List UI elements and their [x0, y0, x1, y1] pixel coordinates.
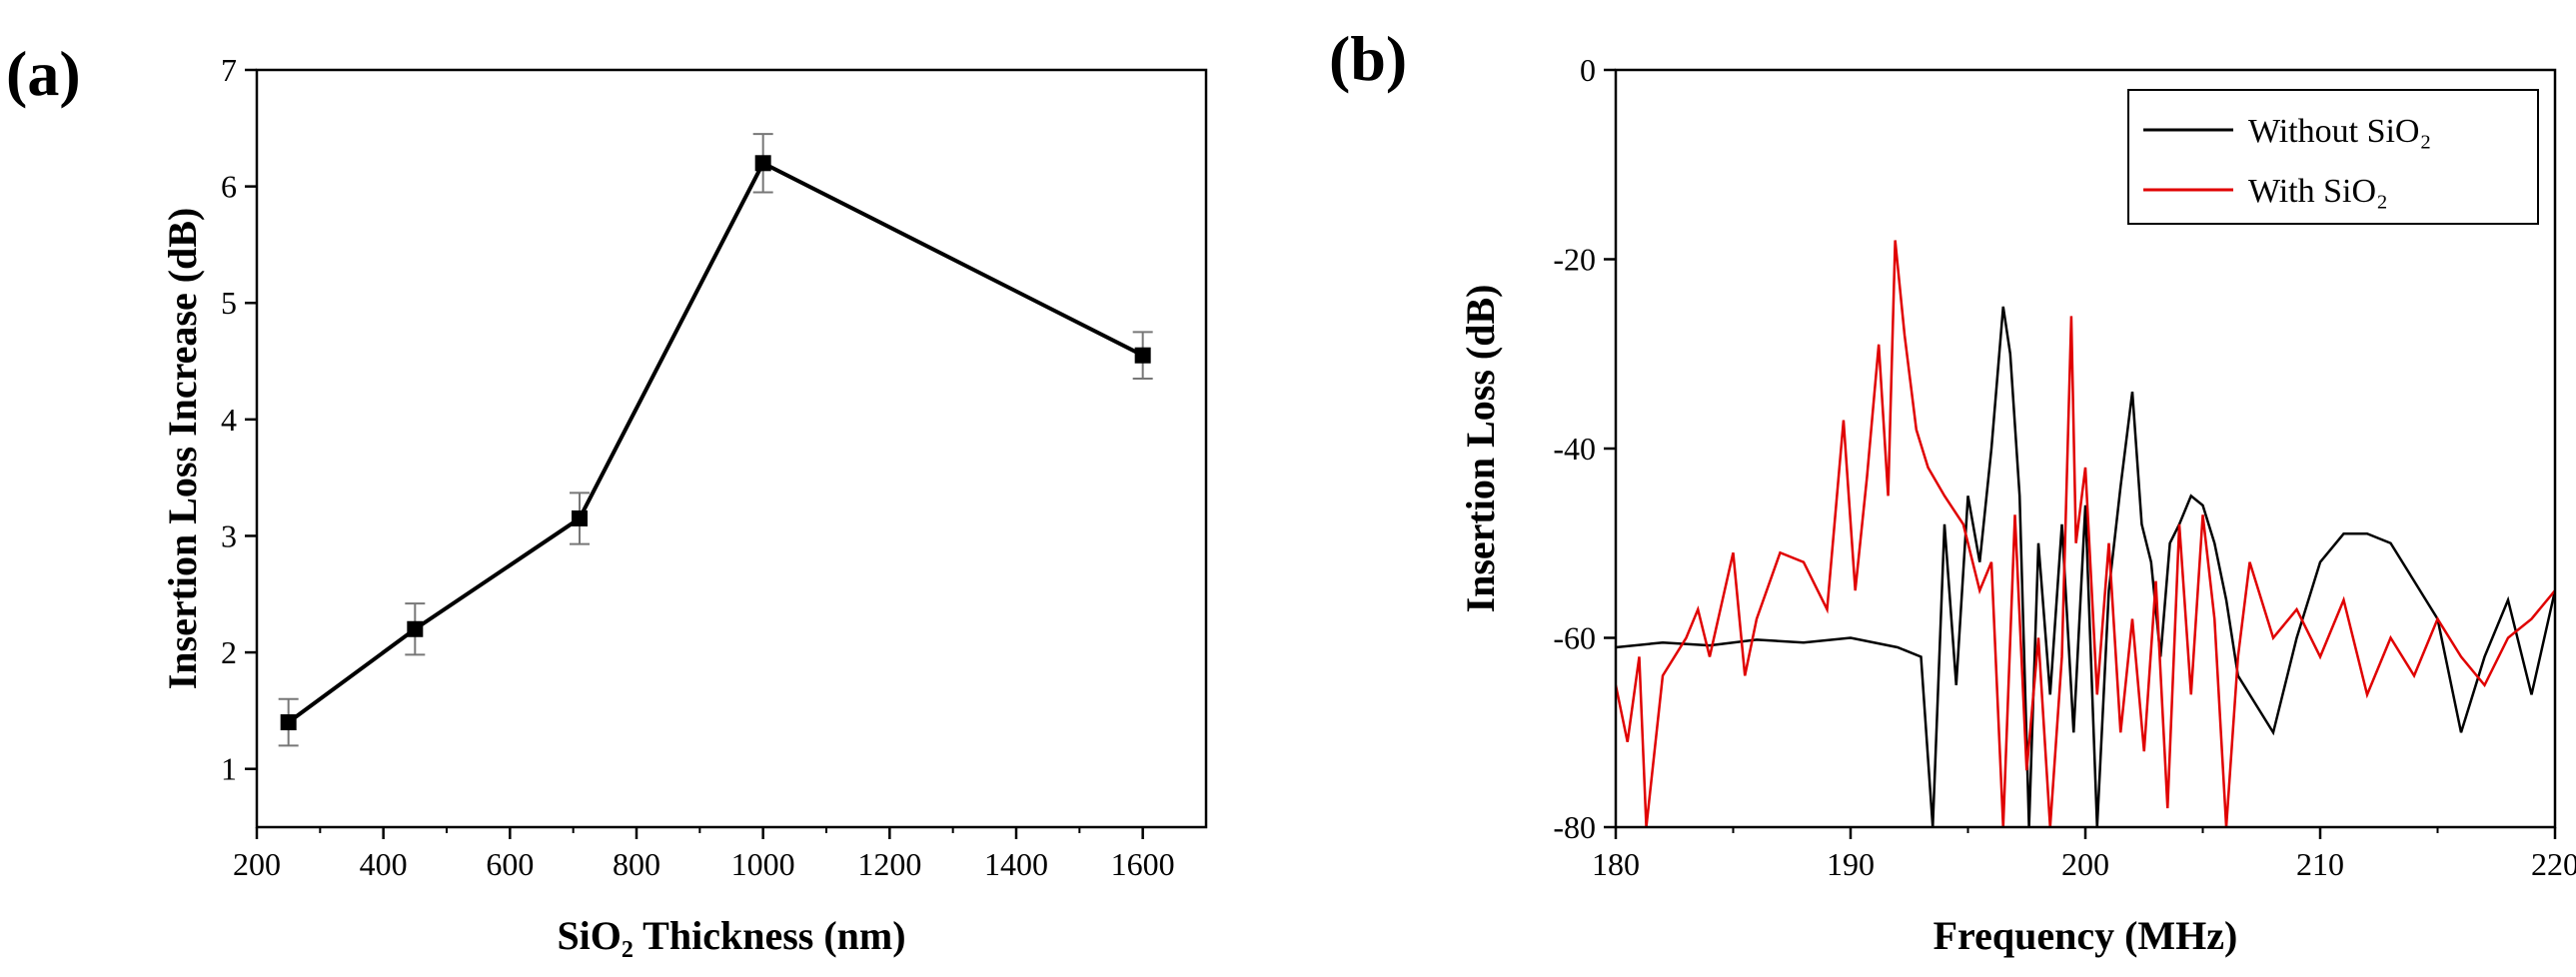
- chart-a-x-tick-label: 1600: [1111, 846, 1175, 882]
- chart-a-y-tick-label: 1: [221, 751, 237, 787]
- chart-b-legend: Without SiO₂ With SiO₂: [2127, 89, 2539, 225]
- chart-a-y-tick-label: 2: [221, 634, 237, 670]
- panel-a-label: (a): [6, 38, 81, 109]
- chart-a-y-tick-label: 5: [221, 285, 237, 321]
- chart-a-x-tick-label: 800: [613, 846, 660, 882]
- chart-b-x-tick-label: 210: [2296, 846, 2344, 882]
- panel-b-label: (b): [1329, 23, 1407, 94]
- chart-b-x-tick-label: 190: [1827, 846, 1875, 882]
- chart-a-markers: [280, 155, 1151, 731]
- chart-a-error-bars: [278, 133, 1153, 747]
- chart-a: 1 2 3 4 5 6 7 200 400 600 800 1000 1200 1400 1600 SiO…: [160, 52, 1208, 958]
- legend-label-with-sio2: With SiO₂: [2248, 173, 2388, 210]
- chart-a-y-ticks: 1 2 3 4 5 6 7: [221, 52, 257, 787]
- chart-b-x-ticks: 180 190 200 210 220: [1592, 827, 2576, 882]
- chart-a-y-tick-label: 4: [221, 402, 237, 438]
- chart-a-data-point: [572, 509, 588, 526]
- chart-b-series-without-sio2: [1616, 306, 2555, 827]
- chart-b-y-ticks: -80 -60 -40 -20 0: [1553, 52, 1616, 845]
- chart-a-x-axis-label: SiO₂ Thickness (nm): [557, 913, 905, 958]
- chart-a-y-tick-label: 6: [221, 169, 237, 205]
- chart-a-plot-frame: [255, 68, 1208, 829]
- chart-a-data-point: [754, 155, 771, 172]
- chart-b: -80 -60 -40 -20 0 180 190 200 210 220 Frequency …: [1458, 52, 2576, 958]
- chart-b-y-tick-label: -80: [1553, 809, 1596, 845]
- legend-label-without-sio2: Without SiO₂: [2248, 113, 2431, 150]
- chart-b-y-tick-label: -60: [1553, 620, 1596, 656]
- chart-a-x-tick-label: 200: [233, 846, 281, 882]
- chart-a-data-point: [1134, 347, 1151, 364]
- chart-b-y-tick-label: -20: [1553, 242, 1596, 278]
- chart-b-y-axis-label: Insertion Loss (dB): [1458, 285, 1503, 613]
- chart-a-x-tick-label: 600: [486, 846, 534, 882]
- chart-b-x-tick-label: 180: [1592, 846, 1640, 882]
- chart-b-series-with-sio2: [1616, 240, 2555, 827]
- chart-a-y-tick-label: 7: [221, 52, 237, 88]
- chart-a-data-point: [280, 714, 297, 731]
- chart-a-x-tick-label: 1200: [857, 846, 921, 882]
- chart-a-data-point: [407, 620, 424, 637]
- chart-a-x-tick-label: 1400: [984, 846, 1048, 882]
- chart-b-x-axis-label: Frequency (MHz): [1933, 913, 2238, 958]
- chart-b-x-tick-label: 220: [2531, 846, 2576, 882]
- chart-b-plot-frame: [1614, 68, 2557, 829]
- chart-a-y-tick-label: 3: [221, 517, 237, 553]
- chart-a-y-axis-label: Insertion Loss Increase (dB): [160, 208, 205, 690]
- chart-b-y-tick-label: -40: [1553, 431, 1596, 467]
- legend-box: [2127, 89, 2539, 225]
- chart-a-series-line: [287, 160, 1144, 724]
- chart-b-y-tick-label: 0: [1580, 52, 1596, 88]
- chart-b-x-tick-label: 200: [2061, 846, 2109, 882]
- chart-a-x-ticks: 200 400 600 800 1000 1200 1400 1600: [233, 827, 1175, 882]
- chart-a-x-tick-label: 400: [360, 846, 408, 882]
- chart-a-x-tick-label: 1000: [731, 846, 795, 882]
